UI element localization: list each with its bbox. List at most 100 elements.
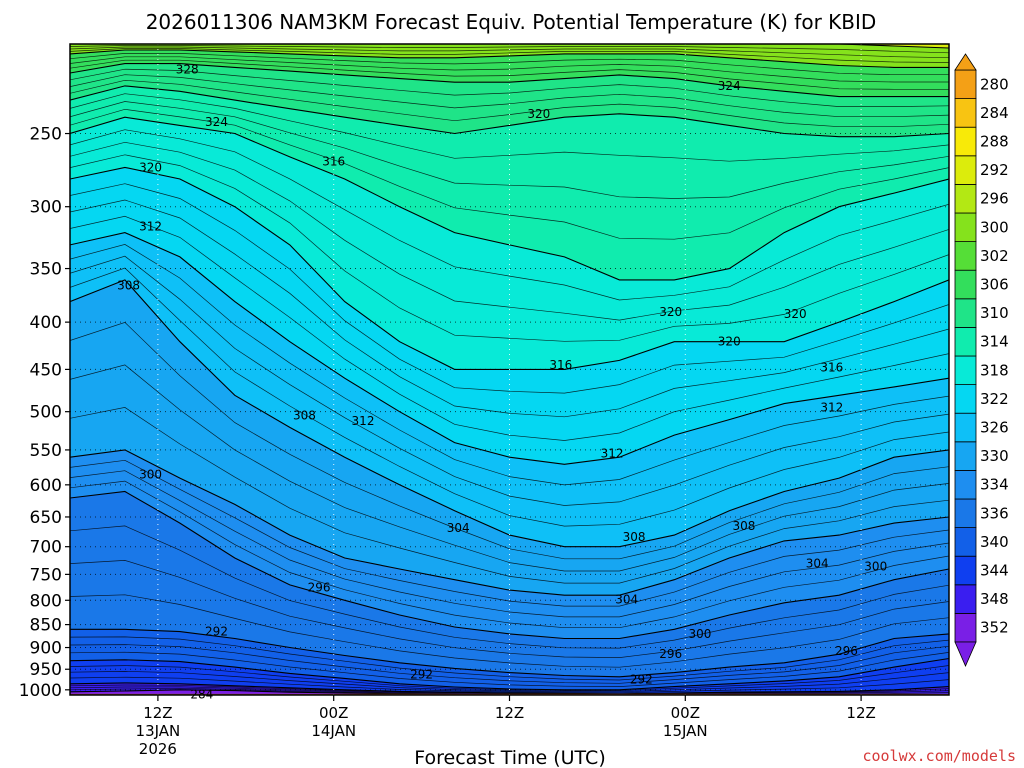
contour-line: [70, 267, 949, 527]
colorbar-swatch: [954, 412, 977, 443]
band-324: [70, 63, 949, 137]
y-tick-label: 300: [30, 198, 62, 218]
contour-line: [70, 525, 949, 649]
contour-328: [70, 63, 949, 98]
contour-334: [70, 49, 949, 68]
contour-line: [70, 53, 949, 76]
contour-label: 304: [806, 557, 829, 571]
colorbar-label: 300: [980, 218, 1009, 236]
contour-line: [70, 594, 949, 668]
contour-label: 320: [784, 307, 807, 321]
contour-line: [70, 407, 949, 584]
contour-line: [70, 676, 949, 694]
contour-line: [70, 215, 949, 441]
contour-label: 292: [630, 673, 653, 687]
colorbar-swatch: [954, 241, 977, 271]
colorbar-swatch: [954, 441, 977, 471]
contour-line: [70, 636, 949, 681]
band-308: [70, 232, 949, 547]
contour-line: [70, 93, 949, 162]
colorbar-label: 302: [980, 247, 1009, 265]
x-tick-label: 14JAN: [311, 722, 356, 740]
contour-label: 308: [117, 278, 140, 292]
colorbar-swatch: [954, 498, 977, 529]
band-300: [70, 449, 949, 639]
colorbar-swatch: [954, 126, 977, 157]
x-tick-label: 2026: [139, 740, 177, 758]
contour-label: 304: [615, 592, 638, 606]
contour-label: 312: [820, 401, 843, 415]
contour-label: 324: [205, 115, 228, 129]
colorbar-swatch: [954, 69, 977, 100]
contour-line: [70, 364, 949, 572]
y-tick-label: 500: [30, 403, 62, 423]
contour-line: [70, 671, 949, 693]
gridlines: [70, 44, 949, 695]
contour-label: 316: [322, 154, 345, 168]
x-tick-label: 12Z: [495, 704, 524, 722]
contour-label: 292: [205, 625, 228, 639]
contour-label: 312: [601, 447, 624, 461]
colorbar-label: 348: [980, 590, 1009, 608]
band-304: [70, 279, 949, 596]
colorbar-label: 344: [980, 562, 1009, 580]
colorbar-label: 318: [980, 361, 1009, 379]
contour-line: [70, 74, 949, 118]
band-316: [70, 117, 949, 370]
y-tick-label: 400: [30, 313, 62, 333]
contour-line: [70, 101, 949, 199]
contour-line: [70, 244, 949, 486]
x-tick-label: 13JAN: [136, 722, 181, 740]
contour-line: [70, 644, 949, 684]
contour-line: [70, 59, 949, 90]
band-328: [70, 50, 949, 97]
x-tick-label: 00Z: [671, 704, 700, 722]
y-tick-label: 600: [30, 476, 62, 496]
y-tick-label: 250: [30, 125, 62, 145]
band-312: [70, 167, 949, 465]
colorbar-label: 306: [980, 276, 1009, 294]
colorbar-swatch: [954, 384, 977, 414]
x-tick-label: 12Z: [143, 704, 172, 722]
credit-text[interactable]: coolwx.com/models: [862, 747, 1016, 765]
y-tick-label: 1000: [19, 681, 62, 701]
contour-line: [70, 183, 949, 394]
contour-label: 328: [176, 62, 199, 76]
contour-line: [70, 129, 949, 301]
band-292: [70, 629, 949, 690]
y-tick-label: 800: [30, 591, 62, 611]
contour-label: 300: [139, 468, 162, 482]
contour-label: 308: [293, 409, 316, 423]
contour-line: [70, 199, 949, 418]
contour-304: [70, 449, 949, 596]
y-tick-label: 950: [30, 660, 62, 680]
contour-label: 312: [139, 219, 162, 233]
colorbar-swatch: [954, 613, 977, 643]
y-tick-label: 700: [30, 538, 62, 558]
colorbar-swatch: [954, 355, 977, 386]
colorbar-swatch: [954, 584, 977, 614]
colorbar-swatch: [954, 183, 977, 214]
contour-line: [70, 480, 949, 629]
contour-label: 304: [447, 521, 470, 535]
colorbar-swatch: [954, 298, 977, 328]
contour-line: [70, 459, 949, 607]
contour-label: 324: [718, 79, 741, 93]
band-320: [70, 85, 949, 280]
colorbar-label: 296: [980, 190, 1009, 208]
contour-line: [70, 45, 949, 54]
contour-label: 296: [835, 644, 858, 658]
contour-288: [70, 682, 949, 695]
y-tick-label: 350: [30, 260, 62, 280]
contour-312: [70, 232, 949, 465]
colorbar-label: 322: [980, 390, 1009, 408]
colorbar-swatch: [954, 326, 977, 357]
contour-label: 320: [718, 335, 741, 349]
colorbar-swatch: [954, 155, 977, 185]
contour-label: 308: [732, 519, 755, 533]
contour-label: 300: [864, 559, 887, 573]
contour-label: 300: [688, 627, 711, 641]
contour-label: 320: [139, 160, 162, 174]
